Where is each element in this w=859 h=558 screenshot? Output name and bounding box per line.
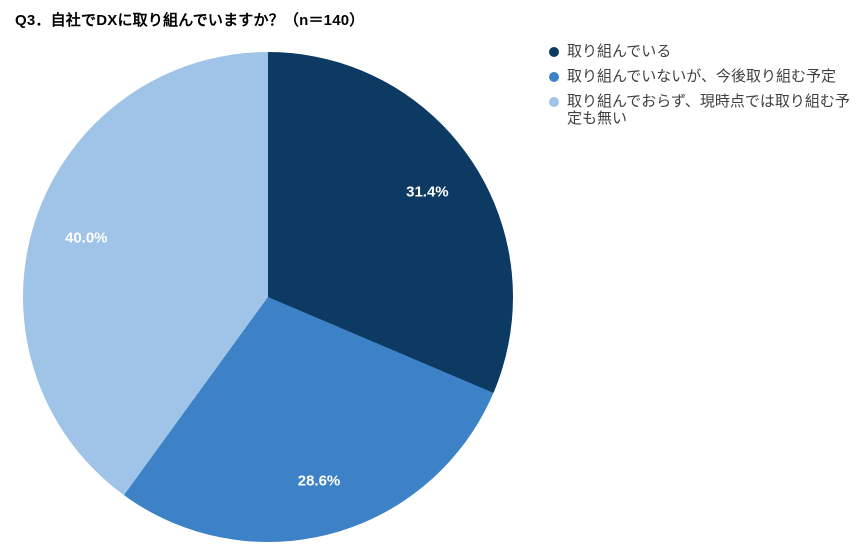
- legend-item-label: 取り組んでいる: [567, 43, 672, 60]
- legend-marker-icon: [549, 97, 559, 107]
- pie-chart: 31.4% 28.6% 40.0%: [23, 52, 513, 542]
- legend-item: 取り組んでいないが、今後取り組む予定: [549, 68, 851, 85]
- legend: 取り組んでいる取り組んでいないが、今後取り組む予定取り組んでおらず、現時点では取…: [549, 43, 851, 135]
- slice-percent-label: 31.4%: [406, 183, 449, 201]
- legend-item-label: 取り組んでおらず、現時点では取り組む予定も無い: [567, 93, 850, 127]
- legend-item-label: 取り組んでいないが、今後取り組む予定: [567, 68, 836, 85]
- pie-graphic: [23, 52, 513, 542]
- slice-percent-label: 40.0%: [64, 229, 108, 247]
- legend-item: 取り組んでおらず、現時点では取り組む予定も無い: [549, 93, 851, 127]
- chart-title: Q3．自社でDXに取り組んでいますか？（n＝140）: [15, 12, 365, 29]
- slice-percent-label: 28.6%: [297, 472, 341, 490]
- legend-marker-icon: [549, 47, 559, 57]
- legend-marker-icon: [549, 72, 559, 82]
- legend-item: 取り組んでいる: [549, 43, 851, 60]
